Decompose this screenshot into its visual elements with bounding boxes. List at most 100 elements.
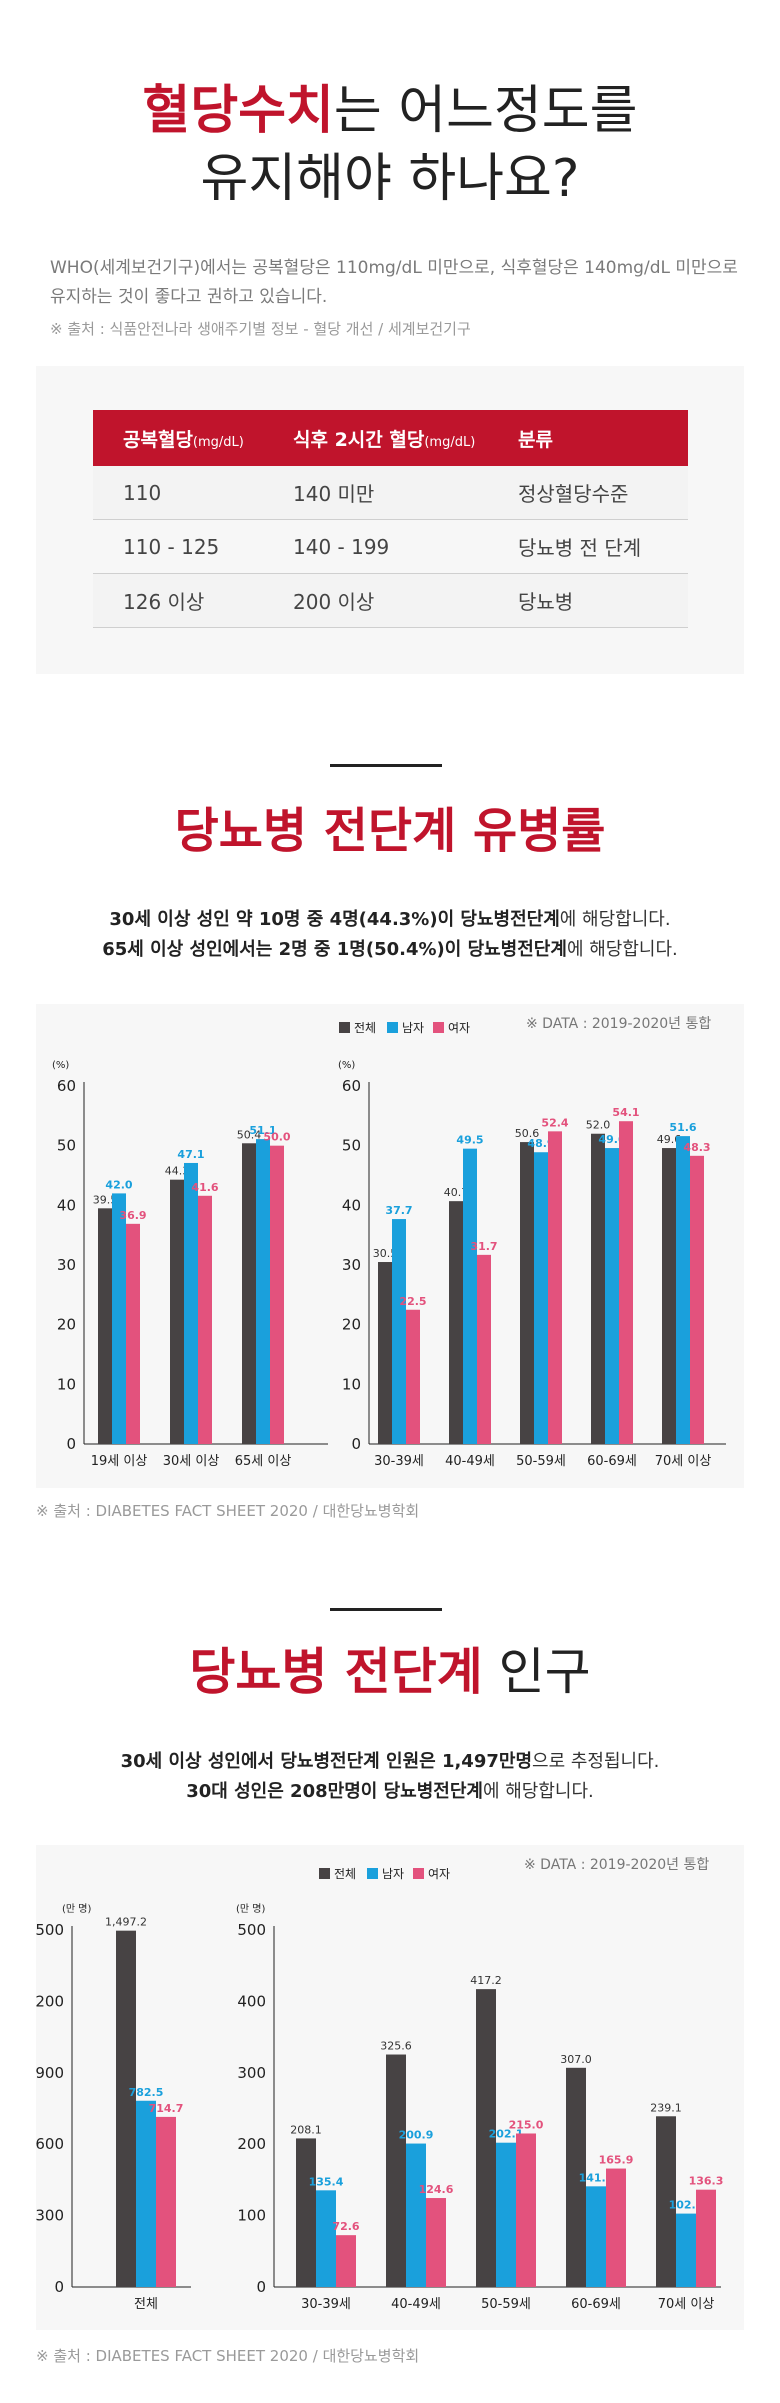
- data-label: 141.0: [579, 2171, 614, 2184]
- data-label: 200.9: [399, 2129, 434, 2142]
- y-tick-label: 40: [57, 1196, 76, 1214]
- legend-swatch: [319, 1868, 330, 1879]
- table-cell: 당뇨병 전 단계: [488, 519, 688, 574]
- table-cell: 110 - 125: [93, 519, 263, 574]
- y-tick-label: 10: [57, 1375, 76, 1393]
- legend-label: 남자: [382, 1867, 404, 1881]
- bar-female: [516, 2133, 536, 2287]
- data-label: 30.5: [373, 1247, 398, 1260]
- title-line2: 유지해야 하나요?: [200, 148, 580, 209]
- bar-male: [496, 2142, 516, 2287]
- table-cell: 110: [93, 466, 263, 520]
- header-fasting: 공복혈당(mg/dL): [93, 410, 263, 466]
- y-axis-unit: (%): [338, 1060, 355, 1071]
- bar-female: [477, 1254, 491, 1444]
- header-postmeal: 식후 2시간 혈당(mg/dL): [263, 410, 488, 466]
- legend-label: 남자: [402, 1021, 424, 1035]
- data-label: 208.1: [290, 2123, 322, 2136]
- y-tick-label: 40: [342, 1196, 361, 1214]
- section3-subtitle-1: 30세 이상 성인에서 당뇨병전단계 인원은 1,497만명으로 추정됩니다.: [120, 1751, 660, 1772]
- y-axis-unit: (만 명): [236, 1903, 265, 1915]
- data-label: 49.6: [657, 1133, 682, 1146]
- y-tick-label: 0: [351, 1435, 361, 1453]
- data-label: 42.0: [105, 1178, 132, 1191]
- bar-total: [242, 1143, 256, 1444]
- data-label: 102.8: [669, 2199, 704, 2212]
- bar-male: [605, 1148, 619, 1444]
- legend-swatch: [413, 1868, 424, 1879]
- legend-swatch: [367, 1868, 378, 1879]
- bar-male: [136, 2100, 156, 2287]
- bar-male: [184, 1162, 198, 1444]
- y-tick-label: 900: [36, 2064, 64, 2082]
- table-row: 126 이상 200 이상 당뇨병: [93, 573, 688, 628]
- y-tick-label: 30: [57, 1256, 76, 1274]
- data-label: 417.2: [470, 1974, 502, 1987]
- y-tick-label: 50: [57, 1137, 76, 1155]
- table-row: 110 - 125 140 - 199 당뇨병 전 단계: [93, 519, 688, 574]
- data-note: ※ DATA : 2019-2020년 통합: [526, 1016, 711, 1032]
- bar-total: [662, 1148, 676, 1444]
- bar-female: [606, 2168, 626, 2287]
- x-tick-label: 40-49세: [445, 1454, 495, 1469]
- data-label: 44.3: [165, 1165, 190, 1178]
- y-tick-label: 200: [237, 2135, 266, 2153]
- section1-source: ※ 출처 : 식품안전나라 생애주기별 정보 - 혈당 개선 / 세계보건기구: [50, 320, 471, 338]
- y-tick-label: 500: [237, 1921, 266, 1939]
- data-label: 31.7: [470, 1240, 497, 1253]
- data-label: 37.7: [385, 1204, 412, 1217]
- bar-male: [676, 2213, 696, 2287]
- table-cell: 140 미만: [263, 466, 488, 520]
- data-label: 40.7: [444, 1186, 469, 1199]
- y-tick-label: 100: [237, 2207, 266, 2225]
- legend-label: 여자: [428, 1867, 450, 1881]
- y-tick-label: 10: [342, 1375, 361, 1393]
- x-tick-label: 50-59세: [516, 1454, 566, 1469]
- bar-total: [656, 2116, 676, 2287]
- y-axis-unit: (%): [52, 1060, 69, 1071]
- bar-total: [296, 2138, 316, 2287]
- y-tick-label: 0: [66, 1435, 76, 1453]
- section3-title: 당뇨병 전단계 인구: [189, 1643, 591, 1701]
- bar-female: [619, 1121, 633, 1444]
- table-row: 110 140 미만 정상혈당수준: [93, 466, 688, 520]
- bar-total: [170, 1179, 184, 1444]
- x-tick-label: 50-59세: [481, 2297, 531, 2312]
- y-tick-label: 30: [342, 1256, 361, 1274]
- bar-female: [406, 1309, 420, 1444]
- x-tick-label: 30세 이상: [163, 1454, 220, 1469]
- bar-female: [426, 2198, 446, 2287]
- data-label: 124.6: [419, 2183, 454, 2196]
- x-tick-label: 40-49세: [391, 2297, 441, 2312]
- data-label: 50.6: [515, 1127, 540, 1140]
- data-label: 52.4: [541, 1116, 568, 1129]
- section3-source: ※ 출처 : DIABETES FACT SHEET 2020 / 대한당뇨병학…: [36, 2347, 420, 2365]
- section3-subtitle-2: 30대 성인은 208만명이 당뇨병전단계에 해당합니다.: [186, 1781, 594, 1802]
- prevalence-chart: 전체 남자 여자 ※ DATA : 2019-2020년 통합 0 10 20 30 40 50 6…: [52, 1016, 726, 1469]
- data-label: 325.6: [380, 2040, 412, 2053]
- data-label: 1,497.2: [105, 1916, 147, 1929]
- section2-title: 당뇨병 전단계 유병률: [174, 803, 606, 859]
- blood-sugar-criteria-table: 공복혈당(mg/dL) 식후 2시간 혈당(mg/dL) 분류 110 140 …: [93, 410, 688, 628]
- data-label: 307.0: [560, 2053, 592, 2066]
- table-cell: 200 이상: [263, 573, 488, 628]
- data-label: 50.4: [237, 1128, 262, 1141]
- bar-total: [378, 1262, 392, 1444]
- y-tick-label: 20: [342, 1316, 361, 1334]
- bar-total: [386, 2054, 406, 2287]
- legend-swatch: [433, 1022, 444, 1033]
- x-tick-label: 60-69세: [571, 2297, 621, 2312]
- x-tick-label: 60-69세: [587, 1454, 637, 1469]
- x-tick-label: 19세 이상: [91, 1454, 148, 1469]
- y-tick-label: 1,200: [36, 1992, 64, 2010]
- data-label: 72.6: [332, 2220, 359, 2233]
- x-tick-label: 65세 이상: [235, 1454, 292, 1469]
- data-label: 782.5: [129, 2086, 164, 2099]
- bar-total: [116, 1930, 136, 2287]
- data-label: 50.0: [263, 1131, 290, 1144]
- bar-male: [256, 1139, 270, 1444]
- bar-female: [198, 1195, 212, 1444]
- legend-label: 여자: [448, 1021, 470, 1035]
- y-tick-label: 600: [36, 2135, 64, 2153]
- section1-description: WHO(세계보건기구)에서는 공복혈당은 110mg/dL 미만으로, 식후혈당…: [50, 258, 738, 307]
